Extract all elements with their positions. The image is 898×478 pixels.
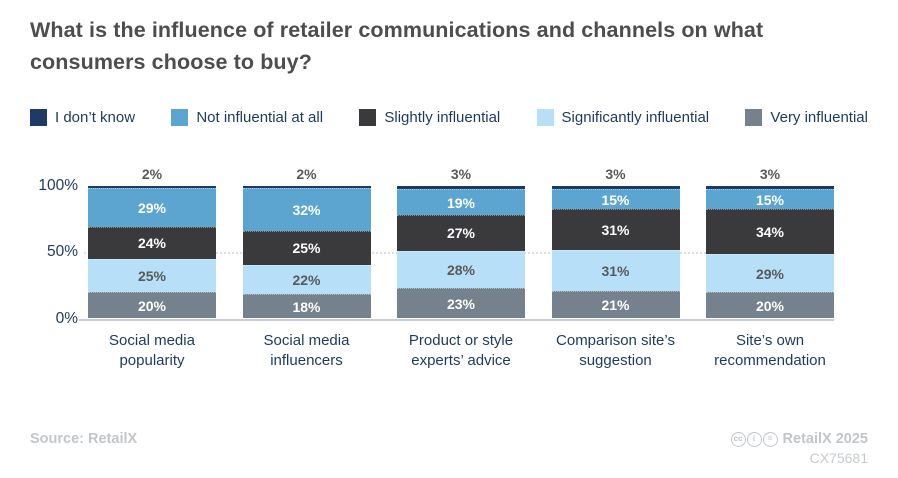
bar-segment-very-influential: 23% bbox=[397, 287, 525, 319]
page-title: What is the influence of retailer commun… bbox=[30, 18, 764, 75]
bar-value-label-above: 3% bbox=[759, 165, 781, 182]
stacked-bar-chart: 100% 50% 0% 2% 29% 24% 25% 20% 2% 32% 25% 22% 18% 3%… bbox=[30, 164, 868, 376]
license-icons: cc i = bbox=[730, 431, 778, 447]
credit-label: RetailX 2025 bbox=[782, 431, 868, 447]
legend-item-slightly-influential: Slightly influential bbox=[359, 108, 501, 126]
bar-segment-i-don-t-know bbox=[551, 185, 680, 190]
legend-item-not-influential-at-all: Not influential at all bbox=[171, 108, 324, 126]
cc-license-icon: cc bbox=[730, 431, 746, 447]
bar-segment-not-influential-at-all: 19% bbox=[397, 189, 525, 215]
bar-segment-i-don-t-know bbox=[706, 185, 834, 190]
legend-item-very-influential: Very influential bbox=[745, 108, 868, 126]
legend-label: Significantly influential bbox=[561, 108, 710, 126]
y-axis-tick: 0% bbox=[55, 309, 78, 327]
y-axis: 100% 50% 0% bbox=[30, 177, 78, 327]
bar-segment-i-don-t-know bbox=[88, 185, 216, 189]
chart-code: CX75681 bbox=[809, 450, 868, 466]
bar-segment-significantly-influential: 25% bbox=[88, 258, 216, 292]
bar-value-label-above: 3% bbox=[605, 165, 626, 182]
bar-segment-slightly-influential: 25% bbox=[242, 231, 371, 265]
bar-segment-not-influential-at-all: 29% bbox=[88, 188, 216, 227]
y-axis-tick: 50% bbox=[46, 243, 78, 260]
bar-segment-significantly-influential: 29% bbox=[706, 253, 834, 293]
legend-swatch bbox=[536, 108, 554, 126]
bar-comparison-site-s-suggestion: 3% 15% 31% 31% 21% bbox=[551, 166, 680, 319]
legend-swatch bbox=[171, 108, 189, 126]
bar-value-label-above: 2% bbox=[141, 165, 163, 182]
bar-segment-very-influential: 20% bbox=[88, 291, 216, 319]
footer: Source: RetailX cc i = RetailX 2025 CX7568… bbox=[30, 431, 868, 466]
bar-value-label-above: 3% bbox=[450, 165, 472, 182]
x-axis-label-social-media-popularity: Social media popularity bbox=[109, 331, 195, 369]
bar-product-or-style-experts-advice: 3% 19% 27% 28% 23% bbox=[397, 166, 525, 319]
bar-segment-not-influential-at-all: 15% bbox=[706, 189, 834, 210]
by-license-icon: i bbox=[746, 431, 762, 447]
x-axis-label-comparison-site-s-suggestion: Comparison site’s suggestion bbox=[556, 331, 675, 369]
y-axis-tick: 100% bbox=[38, 176, 78, 194]
bar-segment-not-influential-at-all: 32% bbox=[242, 188, 371, 232]
bar-segment-significantly-influential: 28% bbox=[397, 250, 525, 288]
bar-segment-slightly-influential: 34% bbox=[706, 209, 834, 254]
bar-segment-i-don-t-know bbox=[242, 185, 371, 189]
x-axis-labels: Social media popularity Social media infl… bbox=[88, 331, 834, 372]
legend-item-i-don-t-know: I don’t know bbox=[30, 108, 136, 126]
bars-container: 2% 29% 24% 25% 20% 2% 32% 25% 22% 18% 3% 19% 27% 28% 2… bbox=[88, 166, 834, 319]
bar-segment-significantly-influential: 22% bbox=[242, 264, 371, 295]
bar-segment-significantly-influential: 31% bbox=[551, 250, 680, 291]
bar-value-label-above: 2% bbox=[296, 165, 317, 182]
bar-social-media-influencers: 2% 32% 25% 22% 18% bbox=[242, 166, 371, 319]
legend-swatch bbox=[359, 108, 377, 126]
bar-segment-not-influential-at-all: 15% bbox=[551, 189, 680, 210]
legend-label: I don’t know bbox=[55, 108, 136, 126]
legend-label: Slightly influential bbox=[384, 108, 501, 126]
legend-swatch bbox=[745, 108, 763, 126]
bar-social-media-popularity: 2% 29% 24% 25% 20% bbox=[88, 166, 216, 319]
x-axis-label-site-s-own-recommendation: Site’s own recommendation bbox=[714, 331, 826, 369]
plot-area: 2% 29% 24% 25% 20% 2% 32% 25% 22% 18% 3% 19% 27% 28% 2… bbox=[79, 166, 834, 321]
bar-site-s-own-recommendation: 3% 15% 34% 29% 20% bbox=[706, 166, 834, 319]
bar-segment-slightly-influential: 31% bbox=[551, 209, 680, 250]
legend-swatch bbox=[30, 108, 47, 126]
legend-label: Not influential at all bbox=[196, 108, 324, 126]
nd-license-icon: = bbox=[762, 431, 778, 447]
credit-block: cc i = RetailX 2025 CX75681 bbox=[730, 431, 868, 466]
x-axis-tick bbox=[79, 318, 88, 321]
legend-item-significantly-influential: Significantly influential bbox=[536, 108, 710, 126]
x-axis-label-social-media-influencers: Social media influencers bbox=[263, 331, 350, 369]
bar-segment-very-influential: 20% bbox=[706, 292, 834, 319]
source-label: Source: RetailX bbox=[30, 431, 138, 447]
bar-segment-very-influential: 21% bbox=[551, 290, 680, 319]
bar-segment-slightly-influential: 27% bbox=[397, 214, 525, 251]
bar-segment-very-influential: 18% bbox=[242, 294, 371, 319]
legend: I don’t know Not influential at all Slight… bbox=[30, 108, 868, 126]
legend-label: Very influential bbox=[770, 108, 868, 126]
bar-segment-i-don-t-know bbox=[397, 185, 525, 190]
x-axis-label-product-or-style-experts-advice: Product or style experts’ advice bbox=[408, 331, 514, 369]
bar-segment-slightly-influential: 24% bbox=[88, 226, 216, 259]
